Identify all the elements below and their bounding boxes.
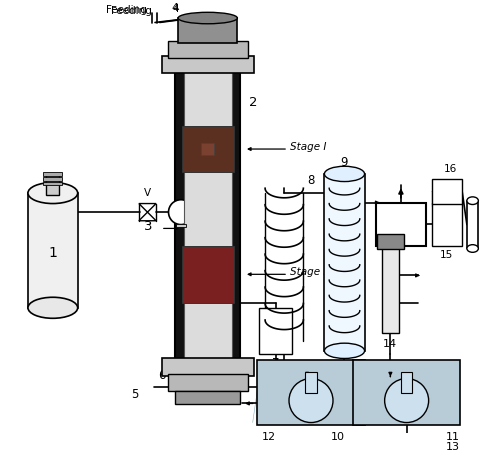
Bar <box>401 372 412 393</box>
Polygon shape <box>139 212 156 221</box>
Bar <box>175 391 240 405</box>
Text: 4: 4 <box>173 5 180 14</box>
Text: 16: 16 <box>444 164 457 174</box>
Bar <box>162 359 254 376</box>
Bar <box>167 41 248 58</box>
Text: Stage I: Stage I <box>290 142 327 152</box>
Text: T: T <box>469 220 476 230</box>
Bar <box>46 174 59 195</box>
Text: 3: 3 <box>144 220 153 233</box>
Ellipse shape <box>28 297 78 318</box>
Text: 12: 12 <box>262 432 276 442</box>
Bar <box>325 174 364 351</box>
Text: C: C <box>443 184 451 198</box>
Text: Feeding: Feeding <box>107 5 147 15</box>
Text: 1: 1 <box>49 246 57 260</box>
Ellipse shape <box>467 245 478 252</box>
Bar <box>178 18 237 43</box>
Text: GC: GC <box>391 218 410 230</box>
Ellipse shape <box>178 12 237 24</box>
Bar <box>201 143 215 155</box>
Bar <box>176 224 186 227</box>
Text: 10: 10 <box>331 432 345 442</box>
Text: 7: 7 <box>272 357 279 370</box>
Bar <box>43 172 62 176</box>
Circle shape <box>289 378 333 423</box>
Text: Stage II: Stage II <box>290 267 329 277</box>
Bar <box>184 56 232 366</box>
Bar <box>432 202 462 246</box>
Bar <box>432 179 462 203</box>
Bar <box>259 308 292 354</box>
Bar <box>353 360 460 425</box>
Bar <box>182 246 234 303</box>
Bar <box>467 201 478 249</box>
Text: 8: 8 <box>307 174 315 187</box>
Text: 5: 5 <box>132 388 139 401</box>
Text: 9: 9 <box>341 156 348 169</box>
Text: 4: 4 <box>172 3 179 13</box>
Text: 14: 14 <box>383 339 397 349</box>
Bar <box>376 202 426 246</box>
Bar <box>28 193 78 308</box>
Bar <box>43 177 62 180</box>
Text: IP: IP <box>176 186 186 196</box>
Bar <box>377 234 404 249</box>
Text: 11: 11 <box>445 432 460 442</box>
Bar <box>162 56 254 74</box>
Circle shape <box>168 200 193 225</box>
Ellipse shape <box>467 197 478 204</box>
Text: 15: 15 <box>440 250 453 260</box>
Ellipse shape <box>325 343 364 359</box>
Circle shape <box>384 378 429 423</box>
Bar <box>382 249 399 333</box>
Ellipse shape <box>28 183 78 203</box>
Bar <box>182 126 234 172</box>
Bar <box>175 45 240 377</box>
Bar <box>167 374 248 391</box>
Ellipse shape <box>325 166 364 182</box>
Bar <box>43 182 62 185</box>
Text: 13: 13 <box>445 442 460 451</box>
Text: V: V <box>144 188 151 198</box>
Polygon shape <box>139 203 156 212</box>
Text: 2: 2 <box>249 96 258 109</box>
Bar <box>305 372 317 393</box>
Bar <box>257 360 364 425</box>
Text: Feeding: Feeding <box>111 6 152 16</box>
Text: 6: 6 <box>158 369 165 382</box>
